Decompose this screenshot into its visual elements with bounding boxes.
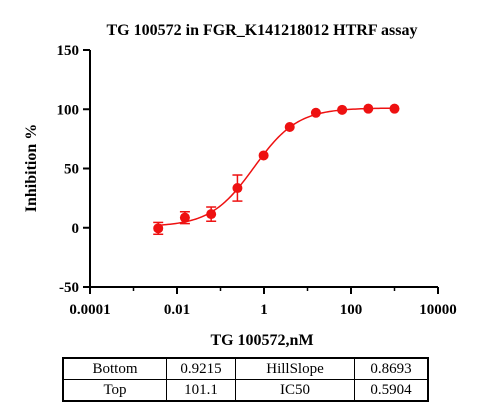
param-name: IC50 <box>235 379 355 401</box>
data-point <box>153 223 164 234</box>
param-value: 101.1 <box>166 379 236 401</box>
data-point <box>389 103 400 114</box>
x-axis-label: TG 100572,nM <box>210 332 313 349</box>
param-value: 0.9215 <box>166 358 236 380</box>
fit-parameters-table: Bottom 0.9215 HillSlope 0.8693 Top 101.1… <box>62 357 429 402</box>
table-row: Top 101.1 IC50 0.5904 <box>63 379 428 401</box>
data-point <box>232 183 243 194</box>
x-tick-label: 0.0001 <box>69 302 110 318</box>
axes <box>89 50 438 288</box>
chart-title: TG 100572 in FGR_K141218012 HTRF assay <box>107 22 418 39</box>
param-name: Top <box>63 379 167 401</box>
param-name: Bottom <box>63 358 167 380</box>
param-value: 0.8693 <box>354 358 428 380</box>
data-point <box>310 107 321 118</box>
y-tick-label: 150 <box>57 43 80 59</box>
chart: TG 100572 in FGR_K141218012 HTRF assay -… <box>23 22 457 349</box>
tick-marks: -50 0 50 100 150 0.0001 0.01 1 100 10000 <box>57 43 457 318</box>
x-tick-label: 100 <box>340 302 363 318</box>
data-point <box>179 212 190 223</box>
x-tick-label: 10000 <box>419 302 457 318</box>
y-tick-label: 0 <box>72 221 80 237</box>
data-point <box>206 209 217 220</box>
x-tick-label: 1 <box>260 302 268 318</box>
fit-curve-layer <box>158 107 395 226</box>
param-value: 0.5904 <box>354 379 428 401</box>
data-point <box>258 150 269 161</box>
data-point <box>337 104 348 115</box>
data-points <box>153 103 400 236</box>
data-point <box>363 103 374 114</box>
data-point <box>284 122 295 133</box>
y-tick-label: 100 <box>57 102 80 118</box>
y-tick-label: 50 <box>64 162 79 178</box>
fit-curve <box>158 107 395 226</box>
table-row: Bottom 0.9215 HillSlope 0.8693 <box>63 358 428 380</box>
y-axis-label: Inhibition % <box>23 124 40 212</box>
param-name: HillSlope <box>235 358 355 380</box>
y-tick-label: -50 <box>59 280 79 296</box>
x-tick-label: 0.01 <box>164 302 190 318</box>
